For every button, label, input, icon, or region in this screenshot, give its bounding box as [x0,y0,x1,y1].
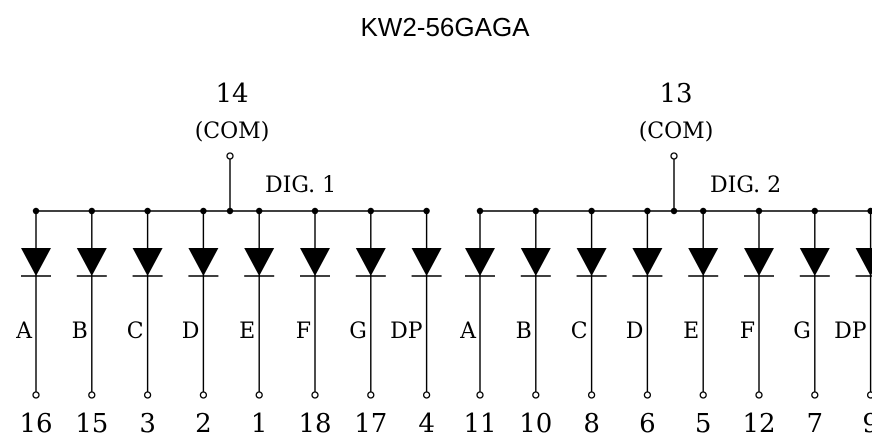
pin-terminal [811,391,819,399]
pin-terminal [587,391,596,399]
diode-symbol [632,248,663,276]
segment-pin-number: 4 [418,409,435,437]
segment-pin-number: 12 [742,409,775,437]
diode-symbol [411,248,442,276]
segment-label: G [349,319,367,344]
segment-label: DP [834,319,867,344]
pin-terminal [755,391,763,399]
pin-terminal [476,391,484,399]
pin-terminal [32,391,40,399]
bus-junction [867,207,872,215]
segment-pin-number: 11 [463,409,496,437]
segment-a: A 16 [15,207,53,437]
segment-label: G [793,319,811,344]
segment-label: E [683,319,699,344]
segment-pin-number: 6 [639,409,656,437]
segment-e: E5 [683,207,719,437]
segment-pin-number: 2 [195,409,212,437]
pin-terminal [643,391,652,399]
segment-dp: DP 4 [390,207,442,437]
segment-b: B 10 [516,207,552,437]
diode-symbol [188,248,219,276]
diode-symbol [520,248,551,276]
diode-symbol [744,248,774,276]
segment-pin-number: 5 [695,409,712,437]
diode-symbol [465,248,495,276]
segment-d: D2 [182,207,219,437]
segment-label: DP [390,319,423,344]
diode-symbol [355,248,386,276]
segment-f: F 12 [740,207,776,437]
diode-symbol [244,248,275,276]
segment-pin-number: 10 [519,409,552,437]
segment-label: C [571,319,588,344]
diode-symbol [76,248,107,276]
segment-pin-number: 15 [75,409,108,437]
pin-terminal [532,391,540,399]
diode-symbol [132,248,163,276]
segment-pin-number: 3 [139,409,156,437]
pin-terminal [199,391,208,399]
segment-label: A [15,319,33,344]
circuit: 14(COM)DIG. 1A16B15C3D2E1F18G17DP413(COM… [15,79,872,437]
common-terminal [226,152,234,160]
segment-pin-number: 18 [298,409,331,437]
common-terminal [670,152,678,160]
segment-pin-number: 7 [807,409,824,437]
segment-c: C3 [127,207,163,437]
segment-pin-number: 17 [354,409,387,437]
segment-label: F [296,319,311,344]
segment-f: F 18 [296,207,332,437]
segment-g: G 17 [349,207,387,437]
common-pin-number: 14 [215,79,248,109]
segment-b: B 15 [72,207,108,437]
digit-name: DIG. 1 [265,173,336,198]
diode-symbol [855,248,872,276]
pin-terminal [367,391,375,399]
pin-terminal [422,391,431,399]
segment-dp: DP 9 [834,207,872,437]
segment-label: B [516,319,532,344]
diode-symbol [688,248,719,276]
segment-g: G7 [793,207,830,437]
segment-a: A 11 [459,207,497,437]
diagram-title: KW2-56GAGA [360,12,530,42]
segment-c: C8 [571,207,607,437]
common-label: (COM) [639,119,714,144]
pin-terminal [255,391,263,399]
segment-label: E [239,319,255,344]
segment-e: E1 [239,207,275,437]
diode-symbol [300,248,330,276]
diode-symbol [576,248,607,276]
common-pin-number: 13 [659,79,692,109]
diode-symbol [799,248,830,276]
common-label: (COM) [195,119,270,144]
segment-label: B [72,319,88,344]
pin-terminal [699,391,707,399]
pin-terminal [143,391,152,399]
pin-terminal [311,391,319,399]
segment-label: D [182,319,200,344]
segment-label: F [740,319,755,344]
diode-symbol [21,248,51,276]
pin-terminal [866,391,872,399]
digit-name: DIG. 2 [710,173,781,198]
segment-label: C [127,319,144,344]
segment-pin-number: 9 [862,409,872,437]
segment-d: D6 [626,207,663,437]
segment-pin-number: 8 [583,409,600,437]
segment-pin-number: 1 [251,409,268,437]
segment-label: D [626,319,644,344]
segment-pin-number: 16 [19,409,52,437]
segment-label: A [459,319,477,344]
pin-terminal [88,391,96,399]
